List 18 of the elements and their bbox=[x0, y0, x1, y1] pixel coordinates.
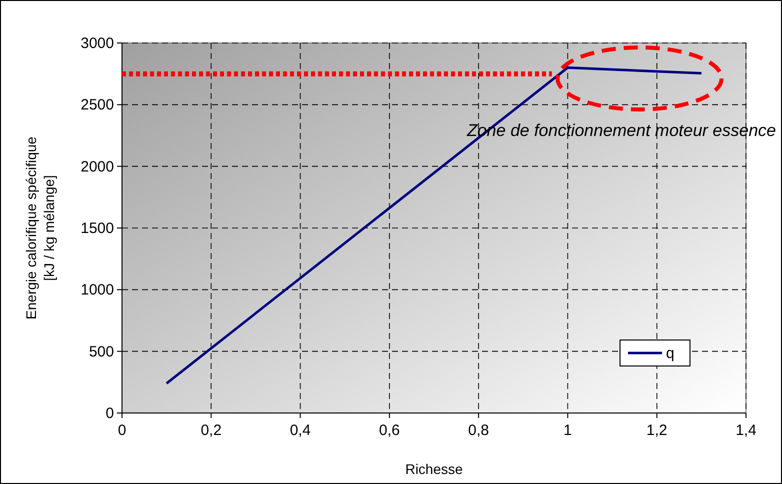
x-tick-label: 1,4 bbox=[736, 422, 756, 439]
y-tick-label: 3000 bbox=[80, 35, 114, 52]
y-tick-label: 0 bbox=[106, 405, 114, 422]
x-tick-label: 1 bbox=[564, 422, 572, 439]
x-tick-label: 0,6 bbox=[379, 422, 400, 439]
y-tick-label: 1500 bbox=[80, 220, 114, 237]
x-axis-title: Richesse bbox=[405, 461, 463, 477]
y-tick-label: 500 bbox=[88, 343, 114, 360]
y-tick-label: 2500 bbox=[80, 96, 114, 114]
x-tick-label: 0,2 bbox=[200, 422, 222, 439]
legend-label: q bbox=[666, 345, 674, 362]
y-axis-title: Energie calorifique spécifique [kJ / kg mélange] bbox=[23, 136, 57, 320]
x-tick-label: 0 bbox=[118, 422, 126, 439]
x-tick-label: 1,2 bbox=[646, 422, 668, 439]
y-tick-label: 2000 bbox=[80, 158, 114, 176]
y-tick-label: 1000 bbox=[80, 282, 114, 299]
x-tick-label: 0,8 bbox=[468, 422, 489, 439]
x-tick-label: 0,4 bbox=[290, 422, 311, 439]
